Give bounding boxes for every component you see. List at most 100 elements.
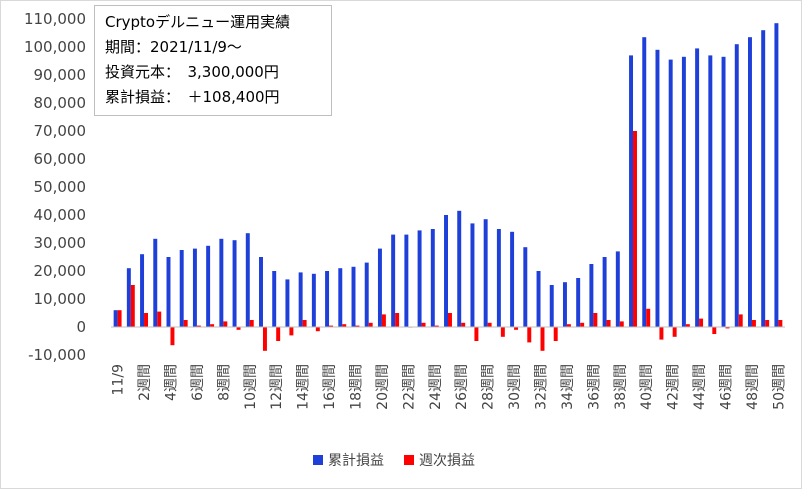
bar-weekly [223,321,228,327]
x-tick-label: 10週間 [243,364,259,410]
bar-cumulative [192,248,197,327]
info-principal: 投資元本： 3,300,000円 [105,63,279,81]
bar-cumulative [219,238,224,327]
bar-cumulative [549,285,554,327]
bar-weekly [619,321,624,327]
bar-weekly [699,318,704,327]
x-tick-label: 6週間 [190,364,206,401]
bar-weekly [117,310,122,327]
y-tick-label: 60,000 [34,150,87,168]
bar-weekly [421,322,426,327]
bar-cumulative [338,268,343,327]
legend-swatch-cumulative [313,455,323,465]
bar-cumulative [483,219,488,327]
bar-cumulative [655,49,660,328]
bar-weekly [606,320,611,327]
x-tick-label: 22週間 [401,364,417,410]
bar-weekly [210,324,215,327]
bar-cumulative [510,231,515,327]
bar-weekly [395,313,400,327]
y-tick-label: 40,000 [34,206,87,224]
bar-weekly [448,313,452,327]
bar-weekly [685,324,690,327]
x-axis-labels: 11/9 2週間 4週間 6週間 8週間 10週間 12週間 14週間 16週間 18週間 20週間… [111,364,788,410]
bar-weekly [474,327,479,341]
bar-cumulative [470,223,475,327]
bar-weekly [527,327,532,343]
x-tick-label: 16週間 [322,364,338,410]
x-tick-label: 28週間 [481,364,497,410]
bar-cumulative [748,37,752,327]
x-tick-label: 24週間 [428,364,444,410]
bar-cumulative [681,56,686,328]
bar-weekly [381,314,386,327]
legend-label-cumulative: 累計損益 [328,453,384,469]
bar-cumulative [259,257,263,327]
y-tick-label: 20,000 [34,262,87,280]
x-tick-label: 50週間 [771,364,787,410]
bar-cumulative [602,257,607,327]
info-title: Cryptoデルニュー運用実績 [105,13,291,31]
legend-label-weekly: 週次損益 [419,453,475,469]
x-tick-label: 38週間 [613,364,629,410]
bar-weekly [157,311,162,327]
bar-weekly [672,327,677,337]
bar-cumulative [668,59,673,327]
bar-cumulative [404,234,409,327]
bar-cumulative [364,262,369,327]
bar-weekly [514,327,519,330]
bar-cumulative [430,229,435,327]
bar-cumulative [629,55,634,328]
bar-cumulative [589,264,594,327]
y-tick-label: 90,000 [34,66,87,84]
info-box: Cryptoデルニュー運用実績 期間：2021/11/9～ 投資元本： 3,30… [94,5,332,116]
bar-cumulative [523,247,528,327]
legend-swatch-weekly [404,455,414,465]
bar-weekly [236,327,241,330]
bar-cumulative [615,251,620,327]
bar-cumulative [576,278,581,327]
bar-cumulative [417,230,422,327]
x-tick-label: 42週間 [666,364,682,410]
bar-weekly [566,324,571,327]
bar-cumulative [695,48,700,328]
bar-weekly [487,322,492,327]
bar-weekly [751,320,756,327]
bar-cumulative [298,272,303,327]
bar-weekly [659,327,664,340]
x-tick-label: 12週間 [269,364,285,410]
bar-weekly [289,327,294,336]
bar-weekly [355,325,360,327]
bar-cumulative [774,23,779,327]
bar-weekly [183,320,188,327]
bars [113,23,783,351]
bar-weekly [144,313,148,327]
bar-cumulative [311,273,316,327]
bar-cumulative [457,210,462,327]
y-tick-label: 50,000 [34,178,87,196]
bar-weekly [315,327,320,332]
y-tick-label: 10,000 [34,290,87,308]
bar-weekly [329,325,334,327]
bar-weekly [712,327,717,334]
x-tick-label: 30週間 [507,364,523,410]
bar-cumulative [179,250,184,327]
bar-weekly [249,320,254,327]
bar-weekly [302,320,307,327]
bar-cumulative [761,30,766,327]
bar-weekly [342,324,347,327]
bar-cumulative [113,310,118,327]
x-tick-label: 44週間 [692,364,708,410]
x-tick-label: 40週間 [639,364,655,410]
bar-cumulative [496,229,501,327]
bar-cumulative [708,55,713,328]
bar-cumulative [285,279,290,327]
bar-weekly [434,325,439,327]
info-profit: 累計損益： ＋108,400円 [105,88,280,106]
info-period: 期間：2021/11/9～ [105,38,242,56]
bar-cumulative [536,271,541,327]
bar-weekly [725,327,730,329]
y-tick-label: 100,000 [24,38,86,56]
bar-cumulative [272,271,277,327]
bar-cumulative [642,37,647,327]
